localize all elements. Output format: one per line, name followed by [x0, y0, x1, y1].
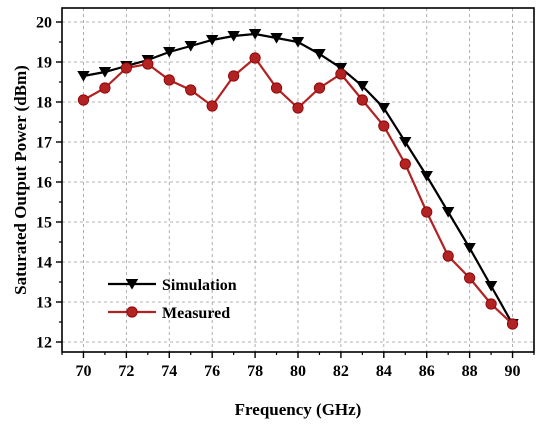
data-point-simulation	[205, 35, 219, 46]
data-point-measured	[335, 68, 347, 80]
data-point-simulation	[77, 71, 90, 82]
y-tick-label: 20	[36, 15, 52, 32]
data-point-simulation	[334, 63, 348, 74]
legend-label-measured: Measured	[162, 305, 230, 322]
data-point-measured	[421, 206, 433, 218]
data-point-simulation	[313, 49, 326, 60]
legend-item-measured: Measured	[108, 305, 230, 322]
plot-frame	[61, 7, 535, 353]
data-point-simulation	[484, 281, 498, 292]
x-axis-title: Frequency (GHz)	[235, 400, 362, 419]
data-point-measured	[99, 82, 111, 94]
data-point-measured	[206, 100, 218, 112]
x-tick-label: 88	[462, 363, 478, 380]
data-point-measured	[464, 272, 476, 284]
data-point-measured	[442, 250, 454, 262]
data-point-measured	[506, 318, 519, 330]
legend-marker-shape-measured	[126, 306, 138, 318]
x-tick-label: 74	[161, 363, 177, 380]
data-point-simulation	[441, 207, 455, 218]
x-tick-label: 90	[505, 363, 521, 380]
data-point-measured	[249, 52, 261, 64]
data-point-simulation	[399, 137, 412, 148]
data-point-simulation	[184, 41, 197, 52]
ticks: 70 72 74 76 78 80 82 84 86 88 90 12 13 14 15 16 17 18 19 20	[36, 15, 535, 380]
y-axis-title: Saturated Output Power (dBm)	[11, 65, 30, 295]
y-tick-label: 12	[36, 335, 52, 352]
data-point-measured	[292, 102, 304, 114]
legend: Simulation Measured	[108, 277, 237, 322]
data-point-simulation	[420, 171, 433, 182]
x-tick-label: 84	[376, 363, 392, 380]
y-tick-label: 19	[36, 55, 52, 72]
grid	[62, 8, 534, 352]
data-point-measured	[356, 94, 368, 106]
data-point-measured	[399, 158, 411, 170]
legend-marker-measured	[126, 306, 138, 318]
data-point-simulation	[98, 67, 112, 78]
x-tick-label: 72	[118, 363, 134, 380]
data-point-measured	[120, 62, 132, 74]
legend-marker-shape-simulation	[125, 279, 139, 290]
data-point-measured	[313, 82, 326, 94]
y-tick-label: 13	[36, 295, 52, 312]
y-tick-label: 14	[36, 255, 52, 272]
legend-label-simulation: Simulation	[162, 277, 237, 294]
data-point-measured	[485, 298, 497, 310]
data-point-measured	[378, 120, 390, 132]
x-tick-label: 70	[75, 363, 91, 380]
x-tick-label: 78	[247, 363, 263, 380]
x-tick-label: 82	[333, 363, 349, 380]
data-point-measured	[228, 70, 240, 82]
data-point-simulation	[163, 47, 176, 58]
y-tick-label: 16	[36, 175, 52, 192]
series-simulation	[77, 29, 519, 330]
y-tick-label: 18	[36, 95, 52, 112]
data-point-simulation	[463, 243, 476, 254]
data-point-measured	[163, 74, 175, 86]
series-measured	[77, 52, 519, 330]
legend-marker-simulation	[125, 279, 139, 290]
data-point-simulation	[291, 37, 305, 48]
y-tick-label: 15	[36, 215, 52, 232]
series-layer	[77, 29, 519, 330]
data-point-measured	[185, 84, 197, 96]
data-point-measured	[142, 58, 154, 70]
y-tick-label: 17	[36, 135, 52, 152]
data-point-measured	[77, 94, 90, 106]
x-tick-label: 80	[290, 363, 306, 380]
data-point-simulation	[270, 33, 283, 44]
legend-item-simulation: Simulation	[108, 277, 237, 294]
data-point-simulation	[248, 29, 262, 40]
data-point-simulation	[227, 31, 240, 42]
x-tick-label: 76	[204, 363, 220, 380]
data-point-simulation	[377, 103, 391, 114]
x-tick-label: 86	[419, 363, 435, 380]
data-point-simulation	[356, 81, 369, 92]
data-point-measured	[270, 82, 283, 94]
